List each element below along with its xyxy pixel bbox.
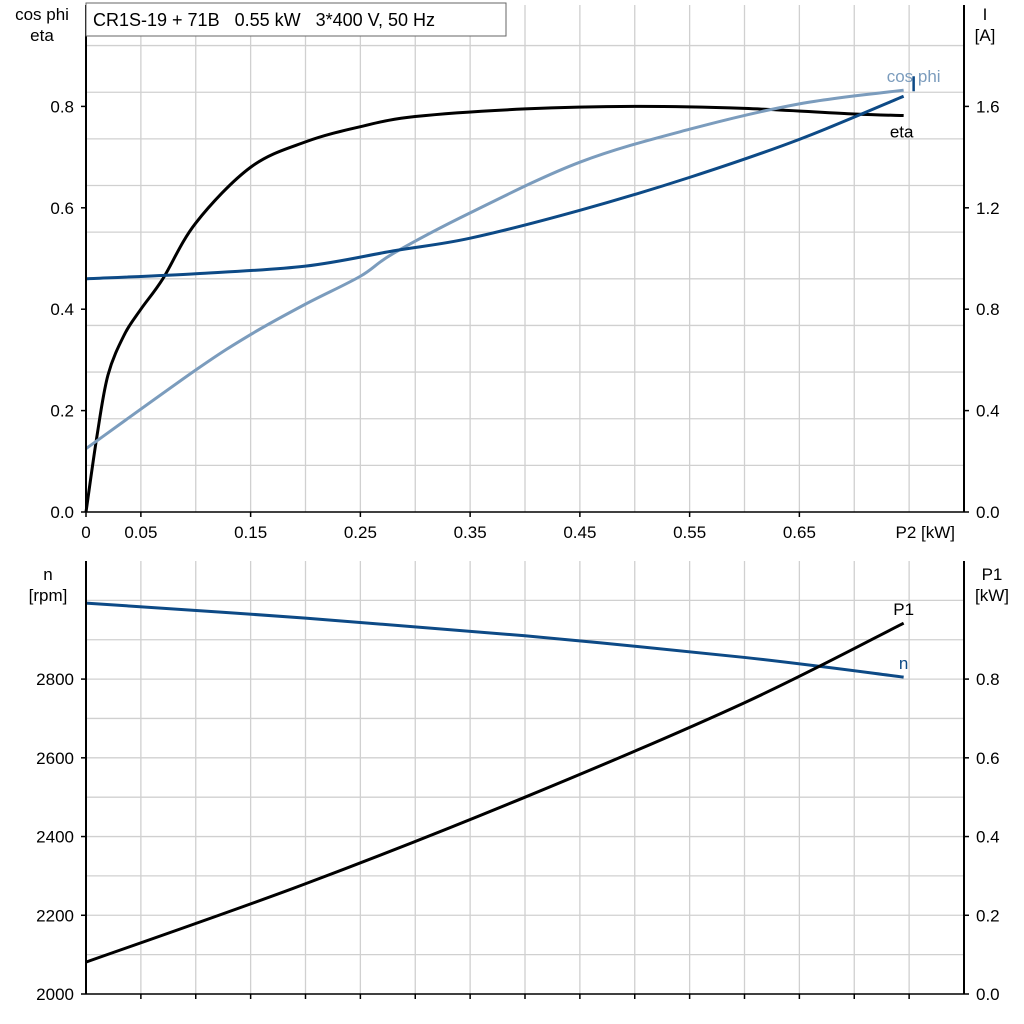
curve-label-p1: P1 bbox=[893, 600, 914, 619]
y-tick-label-right: 0.4 bbox=[976, 402, 1000, 421]
curve-label-eta: eta bbox=[890, 123, 914, 142]
curve-p1 bbox=[85, 621, 905, 964]
y-tick-label-left: 0.0 bbox=[50, 503, 74, 522]
chart-title: CR1S-19 + 71B 0.55 kW 3*400 V, 50 Hz bbox=[93, 10, 435, 30]
x-tick-label: 0.35 bbox=[454, 523, 487, 542]
x-tick-label: 0.05 bbox=[124, 523, 157, 542]
y-tick-label-left: 2600 bbox=[36, 749, 74, 768]
y-tick-label-left: 2400 bbox=[36, 828, 74, 847]
curve-label-cos-phi: cos phi bbox=[887, 67, 941, 86]
y-tick-label-right: 0.2 bbox=[976, 906, 1000, 925]
y-axis-title-left: eta bbox=[30, 26, 54, 45]
y-tick-label-right: 0.4 bbox=[976, 828, 1000, 847]
x-tick-label: 0.55 bbox=[673, 523, 706, 542]
x-tick-label: 0.15 bbox=[234, 523, 267, 542]
y-tick-label-left: 0.8 bbox=[50, 97, 74, 116]
y-tick-label-left: 2200 bbox=[36, 906, 74, 925]
x-tick-label: 0 bbox=[81, 523, 90, 542]
curve-cos-phi bbox=[85, 88, 904, 450]
y-tick-label-right: 1.2 bbox=[976, 199, 1000, 218]
x-tick-label: 0.65 bbox=[783, 523, 816, 542]
y-tick-label-left: 2800 bbox=[36, 670, 74, 689]
y-tick-label-left: 0.6 bbox=[50, 199, 74, 218]
y-axis-title-right: [kW] bbox=[975, 586, 1009, 605]
y-tick-label-right: 1.6 bbox=[976, 97, 1000, 116]
x-tick-label: 0.25 bbox=[344, 523, 377, 542]
y-tick-label-right: 0.8 bbox=[976, 670, 1000, 689]
x-axis-title: P2 [kW] bbox=[895, 523, 955, 542]
curve-i bbox=[85, 94, 905, 281]
y-axis-title-left: n bbox=[43, 565, 52, 584]
curve-eta bbox=[84, 104, 904, 513]
y-tick-label-left: 0.2 bbox=[50, 402, 74, 421]
x-tick-label: 0.45 bbox=[563, 523, 596, 542]
title-box bbox=[85, 2, 507, 37]
y-axis-title-right: [A] bbox=[975, 26, 996, 45]
y-axis-title-right: P1 bbox=[982, 565, 1003, 584]
y-axis-title-left: cos phi bbox=[15, 5, 69, 24]
curve-label-n: n bbox=[899, 654, 908, 673]
y-tick-label-right: 0.0 bbox=[976, 503, 1000, 522]
y-tick-label-right: 0.6 bbox=[976, 749, 1000, 768]
y-tick-label-right: 0.0 bbox=[976, 985, 1000, 1004]
y-tick-label-left: 2000 bbox=[36, 985, 74, 1004]
curve-n bbox=[85, 601, 904, 679]
y-tick-label-right: 0.8 bbox=[976, 300, 1000, 319]
y-axis-title-right: I bbox=[983, 5, 988, 24]
y-tick-label-left: 0.4 bbox=[50, 300, 74, 319]
y-axis-title-left: [rpm] bbox=[29, 586, 68, 605]
